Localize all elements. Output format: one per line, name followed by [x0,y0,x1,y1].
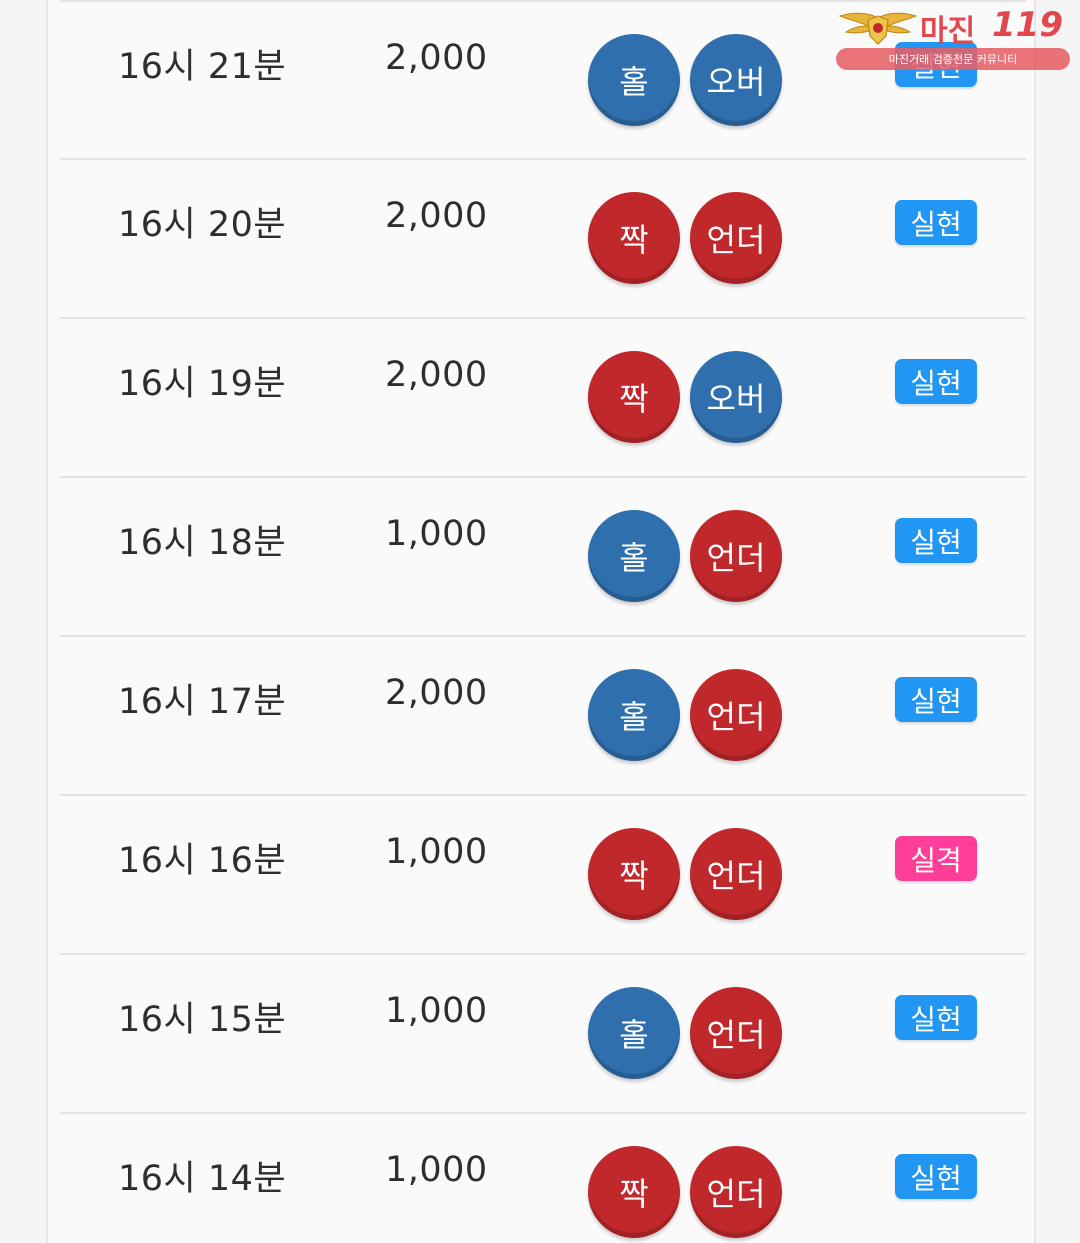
row-amount: 1,000 [385,832,488,872]
result-badge: 실현 [895,359,977,404]
result-badge: 실현 [895,518,977,563]
pick-ball: 언더 [690,510,782,602]
pick-ball: 언더 [690,669,782,761]
pick-ball: 언더 [690,1146,782,1238]
row-amount: 2,000 [385,196,488,236]
pick-ball: 언더 [690,987,782,1079]
history-row: 16시 15분 1,000 홀 언더 실현 [60,953,1026,1111]
history-panel: 16시 21분 2,000 홀 오버 실현 16시 20분 2,000 짝 언더… [46,0,1036,1243]
history-row: 16시 18분 1,000 홀 언더 실현 [60,476,1026,634]
row-time: 16시 18분 [118,523,287,563]
result-badge: 실격 [895,836,977,881]
pick-ball: 홀 [588,669,680,761]
history-row: 16시 20분 2,000 짝 언더 실현 [60,158,1026,316]
pick-ball: 오버 [690,34,782,126]
row-amount: 1,000 [385,991,488,1031]
pick-ball: 언더 [690,192,782,284]
watermark-number: 119 [992,5,1063,45]
row-time: 16시 14분 [118,1159,287,1199]
row-amount: 1,000 [385,514,488,554]
result-badge: 실현 [895,1154,977,1199]
result-badge: 실현 [895,677,977,722]
row-time: 16시 16분 [118,841,287,881]
pick-ball: 짝 [588,351,680,443]
watermark-title: 마진 [920,14,976,49]
row-time: 16시 17분 [118,682,287,722]
pick-ball: 홀 [588,510,680,602]
row-time: 16시 20분 [118,205,287,245]
pick-ball: 짝 [588,828,680,920]
pick-ball: 오버 [690,351,782,443]
history-row: 16시 14분 1,000 짝 언더 실현 [60,1112,1026,1243]
row-time: 16시 19분 [118,364,287,404]
row-time: 16시 15분 [118,1000,287,1040]
row-amount: 2,000 [385,355,488,395]
result-badge: 실현 [895,995,977,1040]
pick-ball: 홀 [588,34,680,126]
history-row: 16시 19분 2,000 짝 오버 실현 [60,317,1026,475]
row-amount: 1,000 [385,1150,488,1190]
history-row: 16시 17분 2,000 홀 언더 실현 [60,635,1026,793]
result-badge: 실현 [895,200,977,245]
pick-ball: 언더 [690,828,782,920]
pick-ball: 짝 [588,192,680,284]
row-amount: 2,000 [385,38,488,78]
row-amount: 2,000 [385,673,488,713]
history-row: 16시 16분 1,000 짝 언더 실격 [60,794,1026,952]
site-watermark: 마진 119 마진거래 검증전문 커뮤니티 [836,5,1070,70]
wings-shield-emblem-icon [838,12,918,45]
watermark-subtitle: 마진거래 검증전문 커뮤니티 [836,48,1070,70]
pick-ball: 짝 [588,1146,680,1238]
pick-ball: 홀 [588,987,680,1079]
row-time: 16시 21분 [118,47,287,87]
